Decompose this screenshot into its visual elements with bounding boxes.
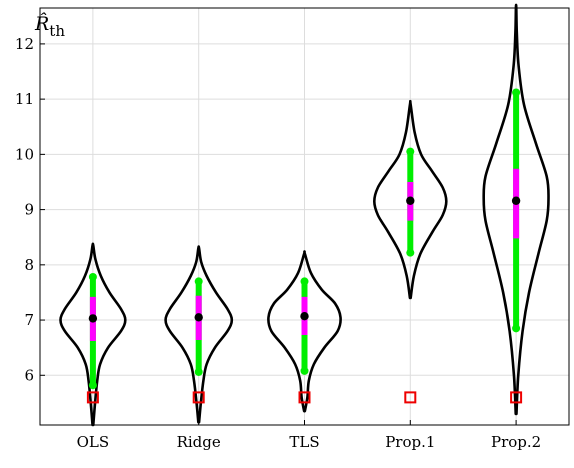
reference-marker [404,391,417,404]
median-point [194,313,203,322]
axis-layer: 6 7 8 9 10 11 12 OLS Ridge TLS Prop.1 Prop.2 [15,7,570,451]
violin-layer [59,3,550,427]
violin-outline-tls [267,250,342,413]
whisker-cap [300,277,309,286]
x-tick-label: Ridge [177,433,221,451]
median-point [406,196,415,205]
y-tick-label: 6 [24,366,34,384]
whisker-cap [512,324,521,333]
y-tick-label: 7 [24,311,34,329]
x-tick-label: Prop.2 [491,433,541,451]
y-axis-label: R̂th [34,13,65,40]
y-tick-label: 8 [24,256,34,274]
violin-outline-ridge [164,245,234,424]
y-tick-label: 12 [15,35,34,53]
violin-outline-prop2 [482,3,550,416]
whisker-cap [406,248,415,257]
y-tick-label: 10 [15,145,34,163]
whisker-cap [406,147,415,156]
violin-outline-prop1 [373,99,448,300]
reference-marker [192,391,205,404]
reference-marker [298,391,311,404]
whisker-cap [88,272,97,281]
violin-outline-ols [59,242,127,427]
whisker-cap [512,88,521,97]
whisker-cap [194,367,203,376]
median-point [511,196,521,205]
reference-marker [86,391,99,404]
y-tick-label: 9 [24,201,34,219]
x-tick-label: Prop.1 [385,433,435,451]
reference-marker [510,391,523,404]
y-tick-label: 11 [15,90,34,108]
x-tick-label: TLS [289,433,319,451]
whisker-cap [300,366,309,375]
median-point [88,314,98,323]
x-tick-label: OLS [77,433,110,451]
whisker-cap [194,277,203,286]
median-point [300,311,309,321]
whisker-cap [88,381,97,390]
